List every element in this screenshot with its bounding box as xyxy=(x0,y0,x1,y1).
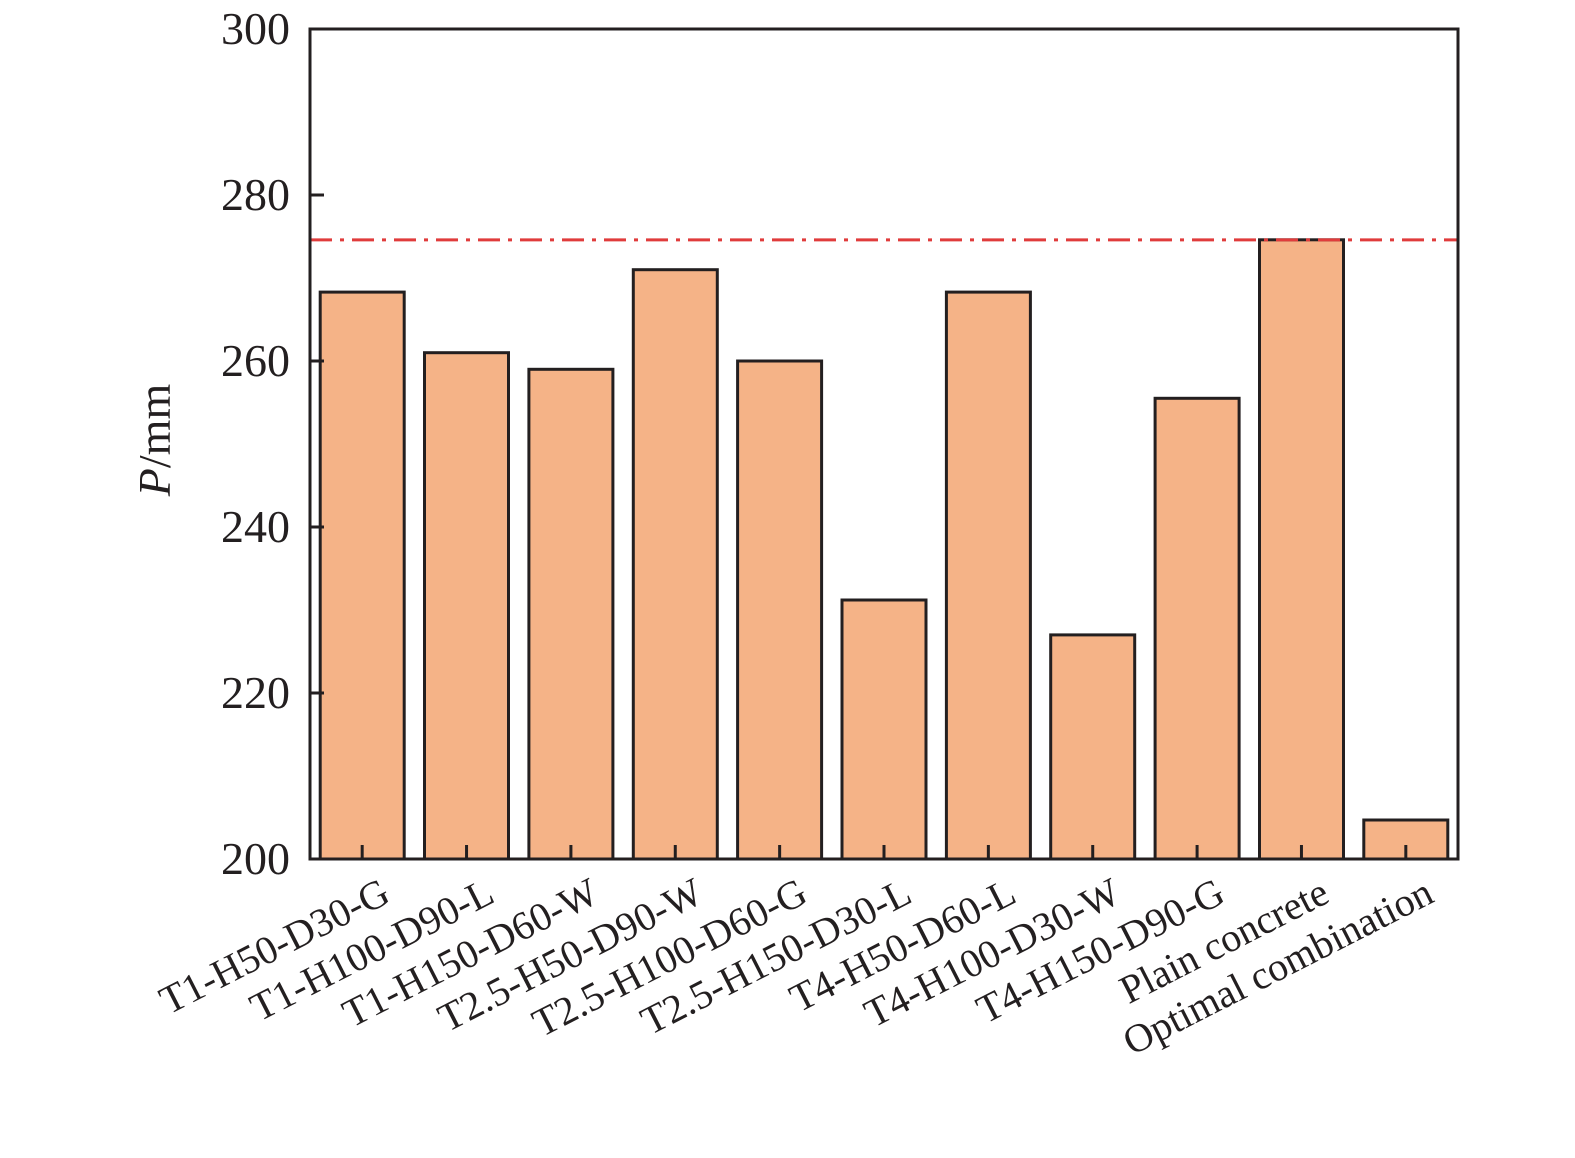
y-tick-label: 280 xyxy=(221,169,290,220)
y-axis-title: P/mm xyxy=(129,384,180,498)
y-tick-label: 240 xyxy=(221,501,290,552)
bars-layer xyxy=(318,238,1450,861)
bar-t1-h50-d30-g xyxy=(318,290,406,861)
bar-t4-h50-d60-l xyxy=(944,290,1032,861)
bar-t4-h100-d30-w xyxy=(1049,633,1137,861)
bar-t2-5-h50-d90-w xyxy=(631,268,719,861)
y-tick-label: 220 xyxy=(221,667,290,718)
y-tick-label: 200 xyxy=(221,833,290,884)
bar-t4-h150-d90-g xyxy=(1153,396,1241,861)
y-axis-title-symbol: P xyxy=(129,468,180,497)
bar-optimal-combination xyxy=(1258,238,1345,861)
bar-t2-5-h100-d60-g xyxy=(736,359,824,861)
y-axis-title-unit: /mm xyxy=(129,384,180,469)
axes-layer xyxy=(308,27,1460,861)
bar-t1-h150-d60-w xyxy=(527,367,615,861)
bar-t1-h100-d90-l xyxy=(423,351,510,861)
y-tick-label: 300 xyxy=(221,3,290,54)
bar-t2-5-h150-d30-l xyxy=(840,598,928,861)
y-tick-label: 260 xyxy=(221,335,290,386)
